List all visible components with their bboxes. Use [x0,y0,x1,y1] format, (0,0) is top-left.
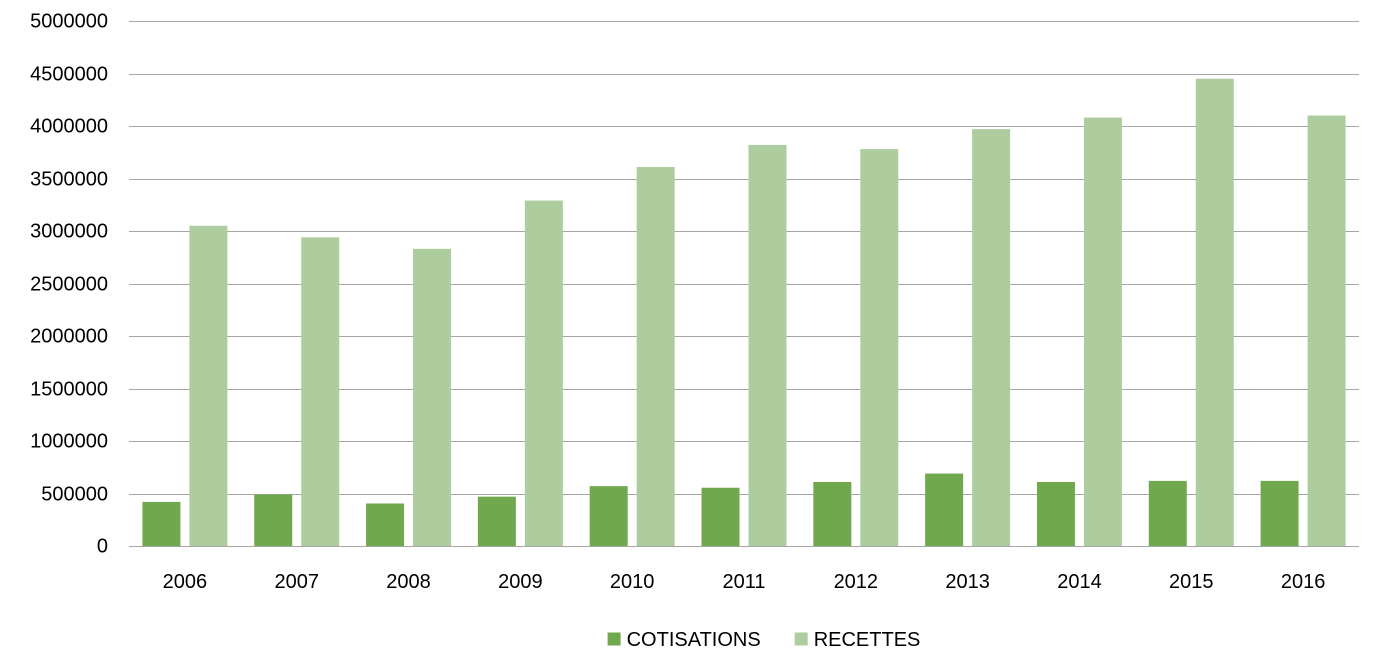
bar-recettes-2007 [301,237,340,547]
bar-cotisations-2010 [589,486,628,546]
y-tick-label: 2000000 [30,326,108,348]
x-tick-label: 2011 [722,571,765,593]
x-tick-label: 2009 [498,571,543,593]
y-tick-label: 4500000 [30,64,108,86]
bar-cotisations-2014 [1036,481,1075,546]
legend-swatch-cotisations [607,632,621,646]
legend-swatch-recettes [794,632,808,646]
bar-recettes-2006 [189,225,228,546]
y-tick-label: 3000000 [30,221,108,243]
bar-cotisations-2015 [1148,480,1187,546]
bar-recettes-2010 [636,166,675,546]
x-tick-label: 2008 [386,571,431,593]
y-tick-label: 500000 [41,484,108,506]
bar-recettes-2009 [524,200,563,547]
legend-label-cotisations: COTISATIONS [627,629,761,651]
x-tick-label: 2010 [610,571,655,593]
bar-recettes-2012 [860,149,899,546]
x-tick-label: 2013 [945,571,990,593]
x-axis-tick-labels: 2006 2007 2008 2009 2010 2011 2012 2013 2014 2015… [163,571,1326,593]
x-tick-label: 2007 [274,571,319,593]
y-tick-label: 3500000 [30,169,108,191]
y-tick-label: 4000000 [30,116,108,138]
bar-recettes-2008 [413,248,452,546]
bar-recettes-2013 [972,129,1011,546]
bar-cotisations-2007 [254,494,293,546]
x-tick-label: 2012 [834,571,879,593]
bar-cotisations-2009 [477,496,516,546]
bar-cotisations-2008 [366,503,405,546]
x-tick-label: 2006 [163,571,208,593]
y-axis-tick-labels: 0 500000 1000000 1500000 2000000 2500000 30000… [30,11,108,558]
y-tick-label: 1500000 [30,379,108,401]
y-tick-label: 5000000 [30,11,108,33]
bars [142,78,1346,547]
bar-recettes-2016 [1307,115,1346,546]
bar-cotisations-2013 [925,473,964,546]
bar-cotisations-2012 [813,481,852,546]
y-tick-label: 1000000 [30,431,108,453]
legend: COTISATIONS RECETTES [607,629,921,651]
bar-recettes-2015 [1195,78,1234,546]
y-tick-label: 2500000 [30,274,108,296]
bar-recettes-2014 [1083,117,1122,546]
bar-cotisations-2016 [1260,480,1299,546]
legend-label-recettes: RECETTES [814,629,921,651]
x-tick-label: 2014 [1057,571,1102,593]
bar-cotisations-2006 [142,501,181,546]
x-tick-label: 2015 [1169,571,1214,593]
x-tick-label: 2016 [1281,571,1326,593]
y-tick-label: 0 [97,536,108,558]
bar-cotisations-2011 [701,487,740,546]
bar-recettes-2011 [748,144,787,546]
